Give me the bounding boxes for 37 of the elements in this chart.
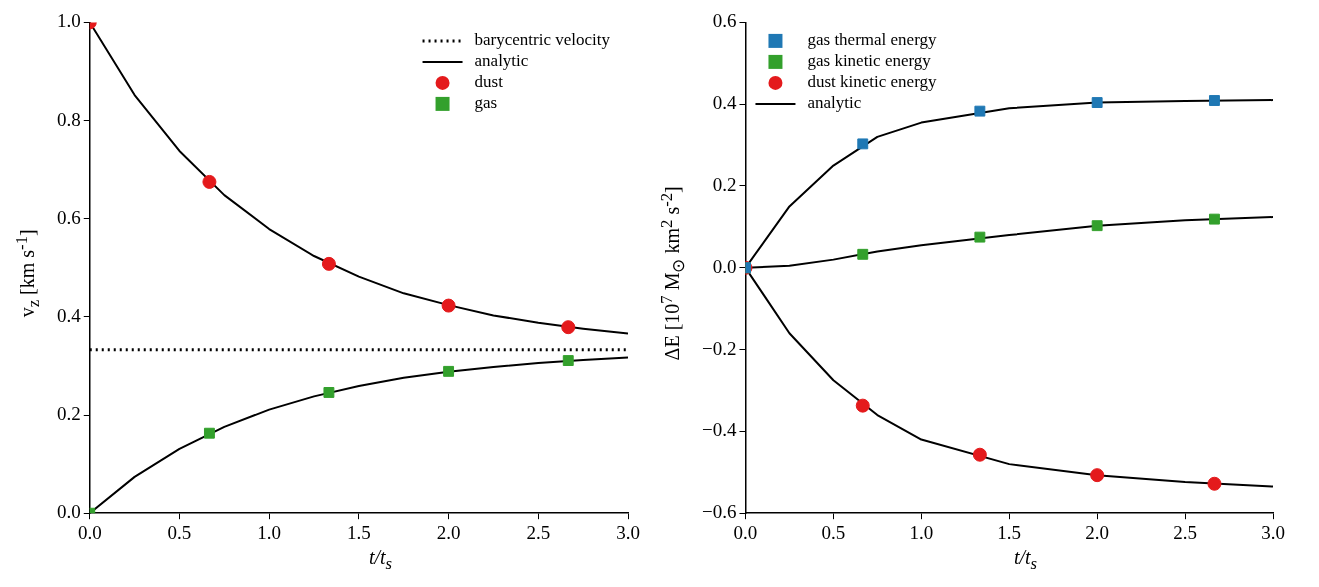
legend-label: dust kinetic energy: [807, 72, 938, 92]
y-tick-label: 0.8: [57, 108, 81, 130]
y-tick-label: 0.0: [57, 501, 81, 523]
y-tick-label: −0.6: [702, 501, 737, 523]
x-tick-label: 2.5: [1173, 521, 1197, 543]
y-tick-label: 0.2: [712, 173, 737, 195]
y-tick-label: −0.2: [702, 337, 737, 359]
y-tick-label: −0.4: [702, 419, 737, 441]
y-tick-label: 0.2: [57, 403, 81, 425]
legend-label: gas: [474, 93, 498, 113]
legend-label: analytic: [807, 93, 862, 113]
x-tick-label: 0.5: [167, 521, 192, 543]
legend-label: analytic: [474, 51, 529, 71]
y-tick-label: 1.0: [57, 10, 81, 32]
legend-label: dust: [474, 72, 504, 92]
y-tick-label: 0.4: [712, 92, 737, 114]
x-tick-label: 3.0: [616, 521, 640, 543]
x-tick-label: 1.0: [909, 521, 934, 543]
x-tick-label: 0.0: [733, 521, 758, 543]
x-tick-label: 1.0: [257, 521, 282, 543]
x-axis-title: t/t$_{s}$: [1012, 546, 1039, 574]
x-tick-label: 1.5: [997, 521, 1022, 543]
x-tick-label: 3.0: [1261, 521, 1285, 543]
y-tick-label: 0.0: [712, 255, 737, 277]
legend-label: gas thermal energy: [807, 30, 937, 50]
legend-label: barycentric velocity: [474, 30, 611, 50]
x-tick-label: 2.0: [1085, 521, 1110, 543]
x-tick-label: 2.5: [526, 521, 551, 543]
x-tick-label: 2.0: [436, 521, 461, 543]
x-tick-label: 1.5: [347, 521, 371, 543]
x-tick-label: 0.5: [821, 521, 846, 543]
y-tick-label: 0.6: [712, 10, 737, 32]
legend-label: gas kinetic energy: [807, 51, 932, 71]
x-tick-label: 0.0: [77, 521, 102, 543]
y-tick-label: 0.4: [57, 304, 82, 326]
x-axis-title: t/t$_{s}$: [367, 546, 394, 574]
y-tick-label: 0.6: [57, 206, 81, 228]
